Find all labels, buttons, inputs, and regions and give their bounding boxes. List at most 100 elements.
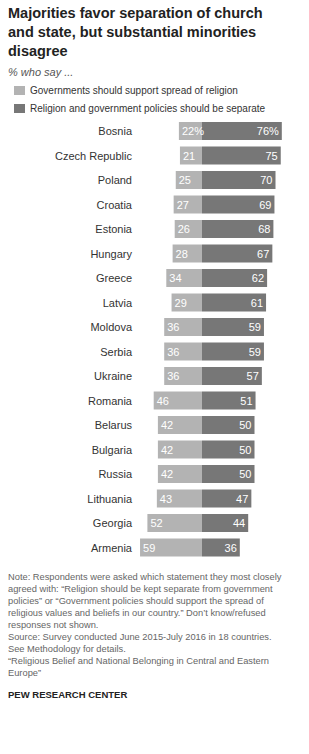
- data-label: 43: [160, 493, 172, 505]
- data-label: 68: [258, 223, 270, 235]
- category-label: Lithuania: [87, 493, 133, 505]
- bar: [158, 416, 202, 434]
- bar: [202, 318, 264, 336]
- category-label: Estonia: [95, 223, 133, 235]
- category-label: Croatia: [97, 199, 133, 211]
- bar: [166, 269, 202, 287]
- category-label: Hungary: [90, 248, 132, 260]
- bar: [154, 392, 202, 410]
- note: agreed with: “Religion should be kept se…: [8, 584, 273, 594]
- category-label: Armenia: [91, 542, 133, 554]
- category-label: Russia: [98, 468, 133, 480]
- data-label: 51: [240, 395, 252, 407]
- bar: [157, 490, 202, 508]
- data-label: 29: [175, 297, 187, 309]
- title: disagree: [8, 43, 68, 59]
- data-label: 42: [161, 468, 173, 480]
- source: Europe”: [8, 668, 41, 678]
- category-label: Romania: [88, 395, 133, 407]
- data-label: 34: [169, 272, 181, 284]
- note: religious values and beliefs in our coun…: [8, 608, 266, 618]
- chart: Majorities favor separation of church and…: [0, 0, 309, 754]
- title: Majorities favor separation of church: [8, 5, 263, 21]
- bar: [202, 122, 282, 140]
- credit: PEW RESEARCH CENTER: [8, 689, 127, 700]
- bar: [164, 318, 202, 336]
- bar: [202, 294, 266, 312]
- bar: [174, 196, 202, 214]
- bar: [202, 245, 272, 263]
- bar: [202, 196, 274, 214]
- data-label: 25: [179, 174, 191, 186]
- bar: [164, 343, 202, 361]
- data-label: 28: [176, 248, 188, 260]
- labels: Bosnia22%76%Czech Republic2175Poland2570…: [55, 125, 279, 554]
- category-label: Moldova: [90, 321, 132, 333]
- bars: [140, 122, 282, 557]
- data-label: 59: [249, 346, 261, 358]
- bar: [140, 539, 202, 557]
- bar: [202, 465, 255, 483]
- data-label: 26: [178, 223, 190, 235]
- data-label: 21: [183, 150, 195, 162]
- bar: [176, 171, 202, 189]
- data-label: 62: [252, 272, 264, 284]
- data-label: 61: [251, 297, 263, 309]
- data-label: 69: [259, 199, 271, 211]
- data-label: 50: [239, 444, 251, 456]
- bar: [180, 147, 202, 165]
- data-label: 47: [236, 493, 248, 505]
- data-label: 59: [143, 542, 155, 554]
- data-label: 57: [247, 370, 259, 382]
- bar: [202, 392, 256, 410]
- bar: [147, 514, 202, 532]
- note: policies” or “Government policies should…: [8, 596, 264, 606]
- note: Note: Respondents were asked which state…: [8, 572, 282, 582]
- data-label: 67: [257, 248, 269, 260]
- data-label: 46: [157, 395, 169, 407]
- data-label: 27: [177, 199, 189, 211]
- category-label: Ukraine: [94, 370, 132, 382]
- category-label: Poland: [98, 174, 132, 186]
- bar: [202, 490, 251, 508]
- data-label: 75: [266, 150, 278, 162]
- note: responses not shown.: [8, 620, 98, 630]
- legend-swatch: [14, 86, 25, 95]
- title: and state, but substantial minorities: [8, 24, 256, 40]
- source: “Religious Belief and National Belonging…: [8, 656, 269, 666]
- bar: [202, 220, 273, 238]
- source: Source: Survey conducted June 2015-July …: [8, 632, 272, 642]
- bar: [202, 367, 262, 385]
- bar: [202, 171, 276, 189]
- bar: [172, 294, 202, 312]
- bar: [202, 147, 281, 165]
- bar: [202, 514, 248, 532]
- legend-swatch: [14, 104, 25, 113]
- data-label: 36: [225, 542, 237, 554]
- bar: [158, 441, 202, 459]
- legend-label: Religion and government policies should …: [30, 103, 266, 114]
- category-label: Serbia: [100, 346, 133, 358]
- category-label: Greece: [96, 272, 132, 284]
- data-label: 42: [161, 444, 173, 456]
- category-label: Georgia: [93, 517, 133, 529]
- category-label: Bosnia: [98, 125, 133, 137]
- data-label: 44: [233, 517, 245, 529]
- data-label: 36: [167, 370, 179, 382]
- category-label: Belarus: [95, 419, 133, 431]
- bar: [202, 539, 240, 557]
- data-label: 50: [239, 419, 251, 431]
- bar: [158, 465, 202, 483]
- category-label: Czech Republic: [55, 150, 133, 162]
- data-label: 36: [167, 346, 179, 358]
- legend-label: Governments should support spread of rel…: [30, 85, 238, 96]
- data-label: 36: [167, 321, 179, 333]
- data-label: 76%: [257, 125, 279, 137]
- data-label: 59: [249, 321, 261, 333]
- subtitle: % who say ...: [8, 66, 73, 78]
- bar: [173, 245, 202, 263]
- bar: [164, 367, 202, 385]
- bar: [202, 416, 255, 434]
- bar: [202, 441, 255, 459]
- bar: [202, 269, 267, 287]
